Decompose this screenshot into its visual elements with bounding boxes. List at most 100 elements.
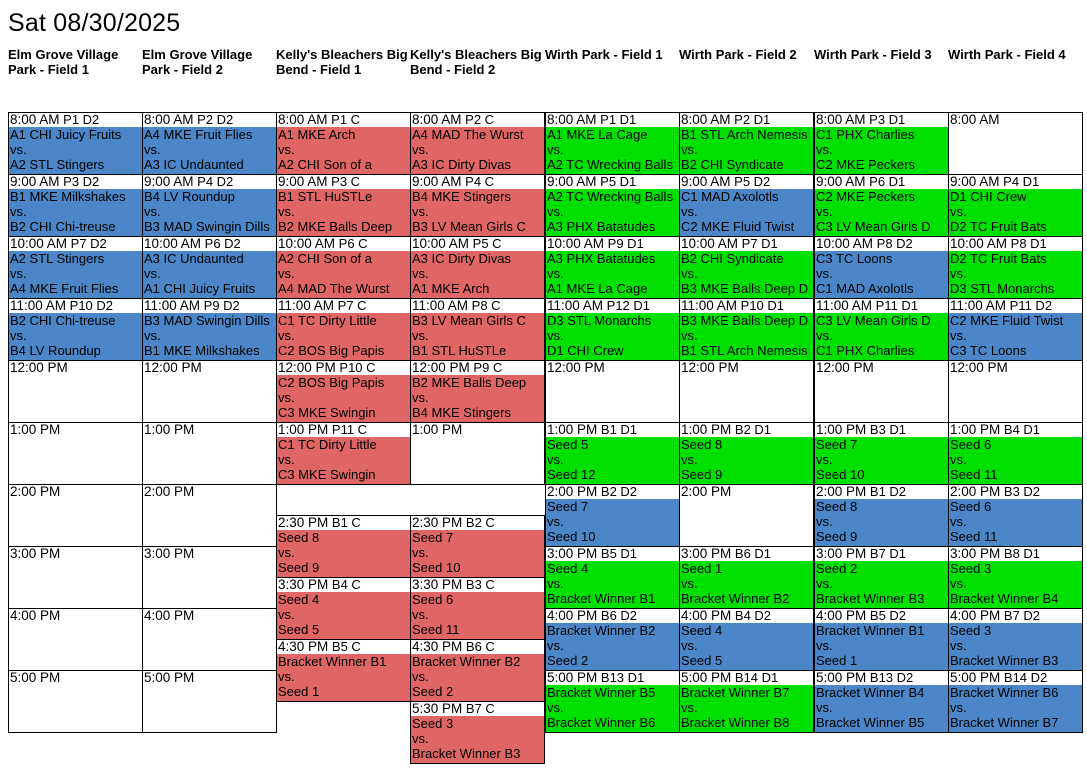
slot-header: 1:00 PM [411,423,544,437]
game-slot[interactable]: 1:00 PM B3 D1 Seed 7 vs. Seed 10 [814,422,949,485]
game-slot[interactable]: 4:00 PM B5 D2 Bracket Winner B1 vs. Seed 1 [814,608,949,671]
empty-time-slot[interactable]: 1:00 PM [410,422,545,485]
game-slot[interactable]: 10:00 AM P7 D1 B2 CHI Syndicate vs. B3 MKE … [679,236,814,299]
empty-time-slot[interactable]: 12:00 PM [8,360,143,423]
versus-label: vs. [278,266,295,281]
game-slot[interactable]: 11:00 AM P12 D1 D3 STL Monarchs vs. D1 CHI … [545,298,680,361]
empty-time-slot[interactable]: 12:00 PM [545,360,680,423]
game-slot[interactable]: 5:00 PM B14 D1 Bracket Winner B7 vs. Bracke… [679,670,814,733]
game-slot[interactable]: 5:30 PM B7 C Seed 3 vs. Bracket Winner B3 [410,701,545,764]
game-slot[interactable]: 1:00 PM P11 C C1 TC Dirty Little vs. C3 MKE… [276,422,411,485]
empty-time-slot[interactable]: 12:00 PM [679,360,814,423]
game-slot[interactable]: 9:00 AM P4 D1 D1 CHI Crew vs. D2 TC Fruit B… [948,174,1083,237]
game-slot[interactable]: 11:00 AM P9 D2 B3 MAD Swingin Dills vs. B1 … [142,298,277,361]
game-slot[interactable]: 4:00 PM B7 D2 Seed 3 vs. Bracket Winner B3 [948,608,1083,671]
empty-time-slot[interactable]: 4:00 PM [8,608,143,671]
game-slot[interactable]: 2:00 PM B2 D2 Seed 7 vs. Seed 10 [545,484,680,547]
game-slot[interactable]: 10:00 AM P8 D2 C3 TC Loons vs. C1 MAD Axolo… [814,236,949,299]
slot-header: 5:00 PM [143,671,276,685]
game-code: B5 D2 [866,608,907,623]
versus-label: vs. [278,545,295,560]
game-slot[interactable]: 3:00 PM B5 D1 Seed 4 vs. Bracket Winner B1 [545,546,680,609]
game-slot[interactable]: 2:00 PM B3 D2 Seed 6 vs. Seed 11 [948,484,1083,547]
game-slot[interactable]: 10:00 AM P6 D2 A3 IC Undaunted vs. A1 CHI J… [142,236,277,299]
game-slot[interactable]: 4:00 PM B4 D2 Seed 4 vs. Seed 5 [679,608,814,671]
empty-time-slot[interactable]: 5:00 PM [142,670,277,733]
game-slot[interactable]: 5:00 PM B14 D2 Bracket Winner B6 vs. Bracke… [948,670,1083,733]
game-slot[interactable]: 4:30 PM B5 C Bracket Winner B1 vs. Seed 1 [276,639,411,702]
game-slot[interactable]: 1:00 PM B4 D1 Seed 6 vs. Seed 11 [948,422,1083,485]
game-slot[interactable]: 12:00 PM P9 C B2 MKE Balls Deep vs. B4 MKE … [410,360,545,423]
empty-time-slot[interactable]: 5:00 PM [8,670,143,733]
game-slot[interactable]: 3:00 PM B6 D1 Seed 1 vs. Bracket Winner B2 [679,546,814,609]
game-slot[interactable]: 10:00 AM P6 C A2 CHI Son of a vs. A4 MAD Th… [276,236,411,299]
game-code: B7 D2 [1000,608,1041,623]
game-slot[interactable]: 9:00 AM P4 D2 B4 LV Roundup vs. B3 MAD Swin… [142,174,277,237]
game-slot[interactable]: 11:00 AM P11 D2 C2 MKE Fluid Twist vs. C3 T… [948,298,1083,361]
game-slot[interactable]: 3:30 PM B4 C Seed 4 vs. Seed 5 [276,577,411,640]
game-slot[interactable]: 3:00 PM B8 D1 Seed 3 vs. Bracket Winner B4 [948,546,1083,609]
game-slot[interactable]: 8:00 AM P2 C A4 MAD The Wurst vs. A3 IC Dir… [410,112,545,175]
empty-time-slot[interactable]: 2:00 PM [8,484,143,547]
empty-time-slot[interactable]: 3:00 PM [8,546,143,609]
game-slot[interactable]: 9:00 AM P4 C B4 MKE Stingers vs. B3 LV Mean… [410,174,545,237]
team-name: Bracket Winner B4 [950,591,1059,606]
game-slot[interactable]: 9:00 AM P5 D2 C1 MAD Axolotls vs. C2 MKE Fl… [679,174,814,237]
game-code: B6 D1 [731,546,772,561]
empty-time-slot[interactable]: 3:00 PM [142,546,277,609]
slot-time: 1:00 PM [278,422,329,437]
team-name: B1 STL HuSTLe [278,189,373,204]
versus-label: vs. [816,142,833,157]
game-slot[interactable]: 1:00 PM B1 D1 Seed 5 vs. Seed 12 [545,422,680,485]
game-slot[interactable]: 8:00 AM P1 C A1 MKE Arch vs. A2 CHI Son of … [276,112,411,175]
empty-time-slot[interactable]: 2:00 PM [679,484,814,547]
game-slot[interactable]: 3:30 PM B3 C Seed 6 vs. Seed 11 [410,577,545,640]
game-code: P4 D1 [999,174,1040,189]
empty-time-slot[interactable]: 4:00 PM [142,608,277,671]
slot-time: 2:00 PM [816,484,867,499]
team-name: A2 TC Wrecking Balls [547,189,673,204]
game-slot[interactable]: 12:00 PM P10 C C2 BOS Big Papis vs. C3 MKE … [276,360,411,423]
game-code: P6 D2 [201,236,241,251]
game-slot[interactable]: 10:00 AM P9 D1 A3 PHX Batatudes vs. A1 MKE … [545,236,680,299]
team-name: A2 CHI Son of a [278,157,372,172]
slot-header: 4:00 PM [9,609,142,623]
game-slot[interactable]: 10:00 AM P8 D1 D2 TC Fruit Bats vs. D3 STL … [948,236,1083,299]
game-slot[interactable]: 9:00 AM P5 D1 A2 TC Wrecking Balls vs. A3 P… [545,174,680,237]
game-slot[interactable]: 2:00 PM B1 D2 Seed 8 vs. Seed 9 [814,484,949,547]
empty-time-slot[interactable]: 1:00 PM [8,422,143,485]
game-slot[interactable]: 8:00 AM P1 D1 A1 MKE La Cage vs. A2 TC Wrec… [545,112,680,175]
game-slot[interactable]: 5:00 PM B13 D1 Bracket Winner B5 vs. Bracke… [545,670,680,733]
game-slot[interactable]: 5:00 PM B13 D2 Bracket Winner B4 vs. Bracke… [814,670,949,733]
empty-time-slot[interactable]: 1:00 PM [142,422,277,485]
empty-time-slot[interactable]: 12:00 PM [142,360,277,423]
game-slot[interactable]: 8:00 AM P1 D2 A1 CHI Juicy Fruits vs. A2 ST… [8,112,143,175]
empty-time-slot[interactable]: 2:00 PM [142,484,277,547]
empty-time-slot[interactable]: 8:00 AM [948,112,1083,175]
game-slot[interactable]: 11:00 AM P10 D2 B2 CHI Chi-treuse vs. B4 LV… [8,298,143,361]
game-slot[interactable]: 9:00 AM P6 D1 C2 MKE Peckers vs. C3 LV Mean… [814,174,949,237]
game-slot[interactable]: 10:00 AM P5 C A3 IC Dirty Divas vs. A1 MKE … [410,236,545,299]
slot-header: 2:30 PM B1 C [277,516,410,530]
game-slot[interactable]: 9:00 AM P3 C B1 STL HuSTLe vs. B2 MKE Balls… [276,174,411,237]
game-slot[interactable]: 8:00 AM P3 D1 C1 PHX Charlies vs. C2 MKE Pe… [814,112,949,175]
versus-label: vs. [950,514,967,529]
empty-time-slot[interactable]: 12:00 PM [814,360,949,423]
game-slot[interactable]: 1:00 PM B2 D1 Seed 8 vs. Seed 9 [679,422,814,485]
team-name: Seed 1 [816,653,858,668]
game-slot[interactable]: 2:30 PM B1 C Seed 8 vs. Seed 9 [276,515,411,578]
game-slot[interactable]: 4:30 PM B6 C Bracket Winner B2 vs. Seed 2 [410,639,545,702]
game-slot[interactable]: 8:00 AM P2 D1 B1 STL Arch Nemesis vs. B2 CH… [679,112,814,175]
game-slot[interactable]: 10:00 AM P7 D2 A2 STL Stingers vs. A4 MKE F… [8,236,143,299]
empty-time-slot[interactable]: 12:00 PM [948,360,1083,423]
game-slot[interactable]: 2:30 PM B2 C Seed 7 vs. Seed 10 [410,515,545,578]
slot-time: 4:00 PM [950,608,1001,623]
game-slot[interactable]: 4:00 PM B6 D2 Bracket Winner B2 vs. Seed 2 [545,608,680,671]
game-slot[interactable]: 11:00 AM P7 C C1 TC Dirty Little vs. C2 BOS… [276,298,411,361]
game-slot[interactable]: 3:00 PM B7 D1 Seed 2 vs. Bracket Winner B3 [814,546,949,609]
game-slot[interactable]: 8:00 AM P2 D2 A4 MKE Fruit Flies vs. A3 IC … [142,112,277,175]
game-slot[interactable]: 9:00 AM P3 D2 B1 MKE Milkshakes vs. B2 CHI … [8,174,143,237]
